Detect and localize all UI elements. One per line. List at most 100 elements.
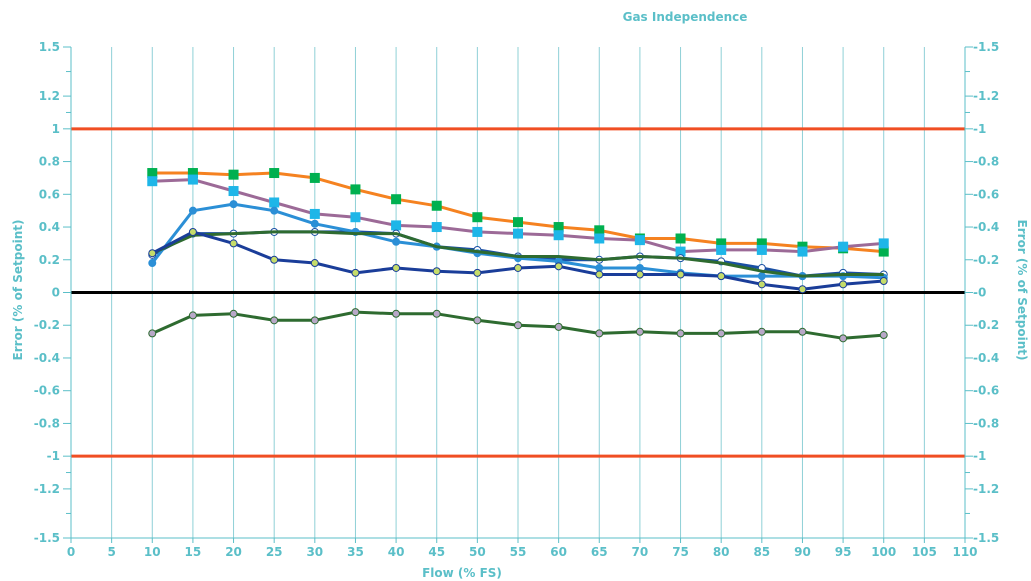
data-point xyxy=(514,321,522,330)
y-tick-label-right: -1.5 xyxy=(973,40,999,54)
x-tick-label: 35 xyxy=(347,545,364,559)
data-point xyxy=(392,309,401,318)
data-point xyxy=(878,238,889,249)
y-tick-label-right: -0.4 xyxy=(973,351,999,365)
data-point xyxy=(228,186,239,197)
data-point xyxy=(310,219,319,228)
y-tick-label-left: 0.4 xyxy=(39,220,60,234)
x-tick-label: 110 xyxy=(952,545,977,559)
data-point xyxy=(148,259,157,268)
data-point xyxy=(147,176,158,187)
data-point xyxy=(229,239,238,248)
y-axis-title-left: Error (% of Setpoint) xyxy=(11,220,25,361)
data-point xyxy=(594,233,605,244)
x-tick-label: 5 xyxy=(107,545,115,559)
y-tick-label-right: -1 xyxy=(973,122,986,136)
x-tick-label: 100 xyxy=(871,545,896,559)
data-point xyxy=(431,200,442,211)
x-tick-label: 0 xyxy=(67,545,75,559)
x-tick-label: 10 xyxy=(144,545,161,559)
y-tick-label-right: -0.6 xyxy=(973,187,999,201)
y-tick-label-left: 0.2 xyxy=(39,253,60,267)
data-point xyxy=(269,168,280,179)
data-point xyxy=(635,327,644,336)
x-tick-label: 20 xyxy=(225,545,242,559)
y-tick-label-left: -0.8 xyxy=(34,416,60,430)
y-tick-label-left: 0.8 xyxy=(39,155,60,169)
x-tick-label: 40 xyxy=(388,545,405,559)
y-tick-label-right: -0.4 xyxy=(973,220,999,234)
y-tick-label-right: -0.8 xyxy=(973,155,999,169)
data-point xyxy=(595,329,604,338)
data-point xyxy=(310,316,319,325)
x-tick-label: 55 xyxy=(510,545,527,559)
data-point xyxy=(553,230,564,241)
data-point xyxy=(431,222,442,233)
data-point xyxy=(514,263,522,272)
data-point xyxy=(757,327,766,336)
series-layer xyxy=(147,168,889,343)
y-tick-label-right: -0.6 xyxy=(973,384,999,398)
x-tick-label: 90 xyxy=(794,545,811,559)
data-point xyxy=(513,228,523,239)
y-tick-label-left: -1.5 xyxy=(34,531,60,545)
data-point xyxy=(717,272,726,281)
data-point xyxy=(676,270,685,279)
data-point xyxy=(147,168,158,179)
data-point xyxy=(391,220,402,231)
series-7 xyxy=(148,308,888,343)
data-point xyxy=(270,316,279,325)
y-tick-label-right: -0.2 xyxy=(973,318,999,332)
x-tick-label: 45 xyxy=(428,545,445,559)
data-point xyxy=(270,255,279,264)
data-point xyxy=(472,226,483,237)
chart-title: Gas Independence xyxy=(623,10,748,24)
data-point xyxy=(675,233,686,244)
data-point xyxy=(310,259,319,268)
x-tick-label: 25 xyxy=(266,545,283,559)
data-point xyxy=(797,246,808,257)
y-tick-label-left: 0.6 xyxy=(39,187,60,201)
y-tick-label-right: -0.8 xyxy=(973,416,999,430)
x-tick-label: 30 xyxy=(306,545,323,559)
data-point xyxy=(879,277,888,286)
data-point xyxy=(473,268,482,277)
data-point xyxy=(798,285,807,294)
y-tick-label-left: 1 xyxy=(52,122,60,136)
data-point xyxy=(351,308,360,317)
data-point xyxy=(392,263,401,272)
data-point xyxy=(878,246,889,257)
data-point xyxy=(756,244,767,255)
data-point xyxy=(839,280,848,289)
y-tick-label-left: 1.2 xyxy=(39,89,60,103)
data-point xyxy=(350,212,361,223)
data-point xyxy=(757,280,766,289)
axis-layer: 0 5 10 15 20 25 30 35 40 45 50 55 60 65 70 75 80 85 90 95 10… xyxy=(34,40,1000,559)
data-point xyxy=(675,246,686,257)
y-tick-label-right: -0 xyxy=(973,286,986,300)
y-tick-label-left: -0.6 xyxy=(34,384,60,398)
y-tick-label-right: -1.2 xyxy=(973,482,999,496)
data-point xyxy=(188,227,197,236)
data-point xyxy=(554,322,563,331)
data-point xyxy=(229,309,238,318)
data-point xyxy=(351,268,360,277)
y-tick-label-left: -0.2 xyxy=(34,318,60,332)
data-point xyxy=(594,225,605,236)
data-point xyxy=(757,272,766,281)
data-point xyxy=(595,270,604,279)
y-tick-label-right: -1.5 xyxy=(973,531,999,545)
x-tick-label: 65 xyxy=(591,545,608,559)
data-point xyxy=(554,262,563,271)
data-point xyxy=(879,331,888,340)
y-tick-label-right: -0.2 xyxy=(973,253,999,267)
x-tick-label: 80 xyxy=(713,545,730,559)
data-point xyxy=(513,217,523,228)
y-tick-label-left: 0 xyxy=(52,286,60,300)
x-tick-label: 50 xyxy=(469,545,486,559)
x-tick-label: 105 xyxy=(912,545,937,559)
data-point xyxy=(432,309,441,318)
reference-lines xyxy=(71,127,965,458)
x-tick-label: 60 xyxy=(550,545,567,559)
y-tick-label-left: -0.4 xyxy=(34,351,60,365)
